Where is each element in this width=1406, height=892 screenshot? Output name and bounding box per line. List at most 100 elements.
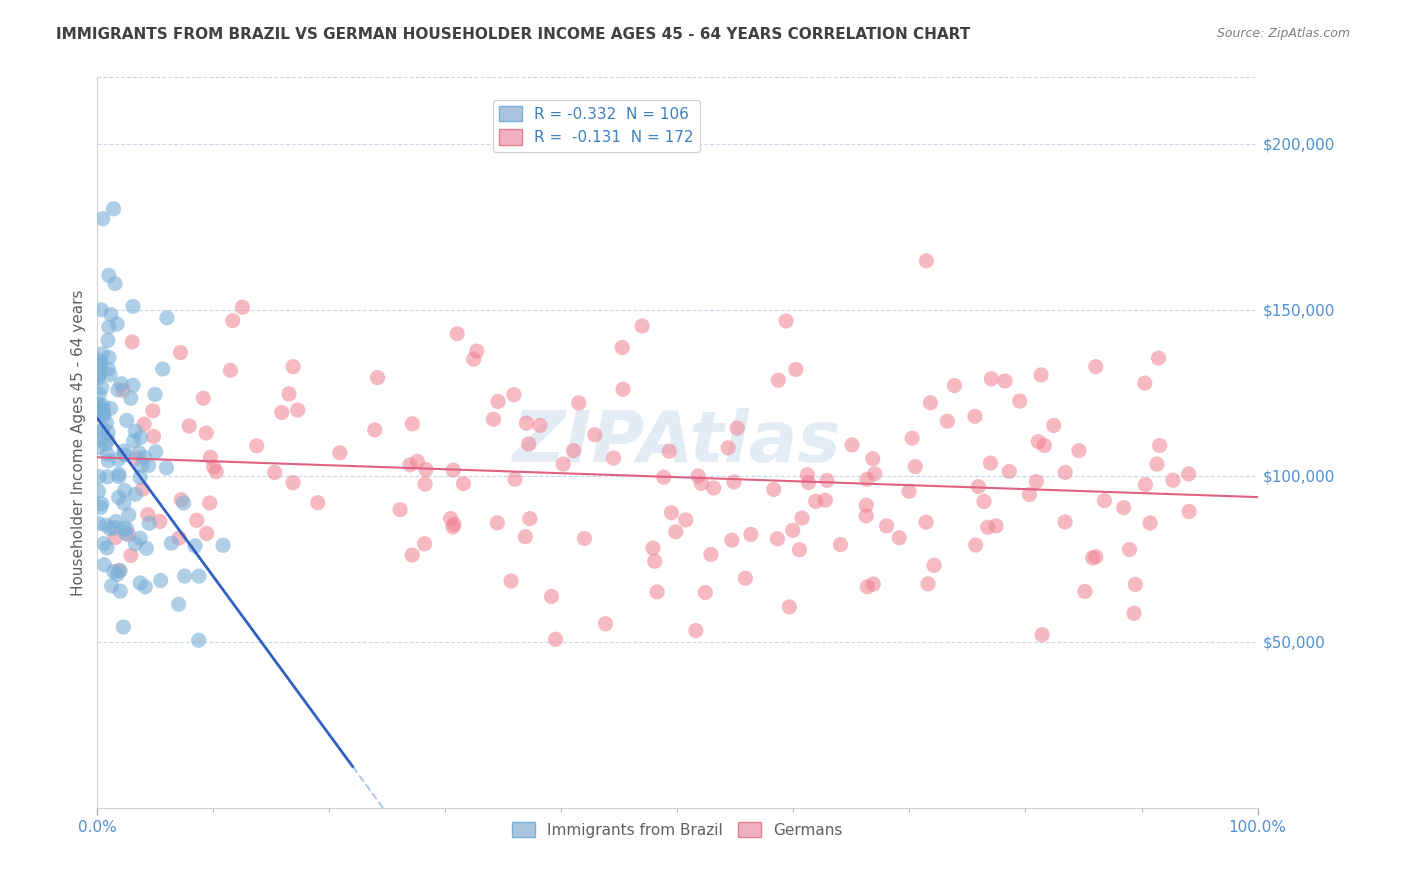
Point [89,441,111,455]
Point [515,530,537,544]
Point [143,387,166,401]
Point [1028,434,1050,449]
Point [723,475,745,489]
Point [645,585,668,599]
Point [124,487,146,501]
Point [93,409,115,423]
Point [1139,516,1161,530]
Point [202,459,225,474]
Point [287,403,309,417]
Point [278,387,301,401]
Point [160,536,183,550]
Point [96,416,118,430]
Point [105,317,128,331]
Point [486,394,509,409]
Point [198,496,221,510]
Point [453,476,475,491]
Point [114,448,136,462]
Point [131,458,153,473]
Point [915,253,938,268]
Point [830,537,852,551]
Point [87,469,110,483]
Point [399,458,422,472]
Point [103,565,125,579]
Point [1008,394,1031,409]
Point [439,511,461,525]
Point [270,405,292,419]
Point [583,427,606,442]
Point [134,580,156,594]
Point [519,511,541,525]
Point [94,437,117,451]
Point [446,326,468,341]
Point [103,521,125,535]
Point [544,632,567,647]
Point [90,381,112,395]
Point [695,585,717,599]
Point [641,541,664,555]
Point [901,431,924,445]
Point [631,318,654,333]
Point [131,482,153,496]
Point [984,519,1007,533]
Point [1054,466,1077,480]
Point [173,496,195,510]
Point [1149,438,1171,452]
Point [690,476,713,491]
Point [114,526,136,541]
Point [652,470,675,484]
Point [87,484,110,499]
Point [188,569,211,583]
Point [855,508,877,523]
Point [790,511,813,525]
Point [112,496,135,510]
Point [768,373,790,387]
Point [401,548,423,562]
Point [721,533,744,548]
Point [413,477,436,491]
Point [441,520,464,534]
Point [90,302,112,317]
Point [904,459,927,474]
Point [413,537,436,551]
Point [90,433,112,447]
Point [920,396,942,410]
Point [841,438,863,452]
Point [90,356,112,370]
Point [112,444,135,458]
Point [967,480,990,494]
Point [108,564,131,578]
Point [87,371,110,385]
Point [89,359,111,373]
Point [862,577,884,591]
Point [703,481,725,495]
Point [98,368,121,382]
Point [915,515,938,529]
Point [804,494,827,508]
Point [443,517,465,532]
Point [1092,493,1115,508]
Text: IMMIGRANTS FROM BRAZIL VS GERMAN HOUSEHOLDER INCOME AGES 45 - 64 YEARS CORRELATI: IMMIGRANTS FROM BRAZIL VS GERMAN HOUSEHO… [56,27,970,42]
Point [688,469,710,483]
Point [725,421,748,435]
Point [1074,584,1097,599]
Point [856,580,879,594]
Point [441,463,464,477]
Point [91,398,114,412]
Point [1123,607,1146,621]
Point [94,518,117,533]
Point [1112,500,1135,515]
Point [862,451,884,466]
Point [149,574,172,588]
Point [121,334,143,349]
Point [482,412,505,426]
Point [115,413,138,427]
Point [1084,549,1107,564]
Point [173,569,195,583]
Point [675,513,697,527]
Point [195,526,218,541]
Point [91,422,114,436]
Point [1178,504,1201,518]
Point [796,467,818,482]
Point [107,491,129,505]
